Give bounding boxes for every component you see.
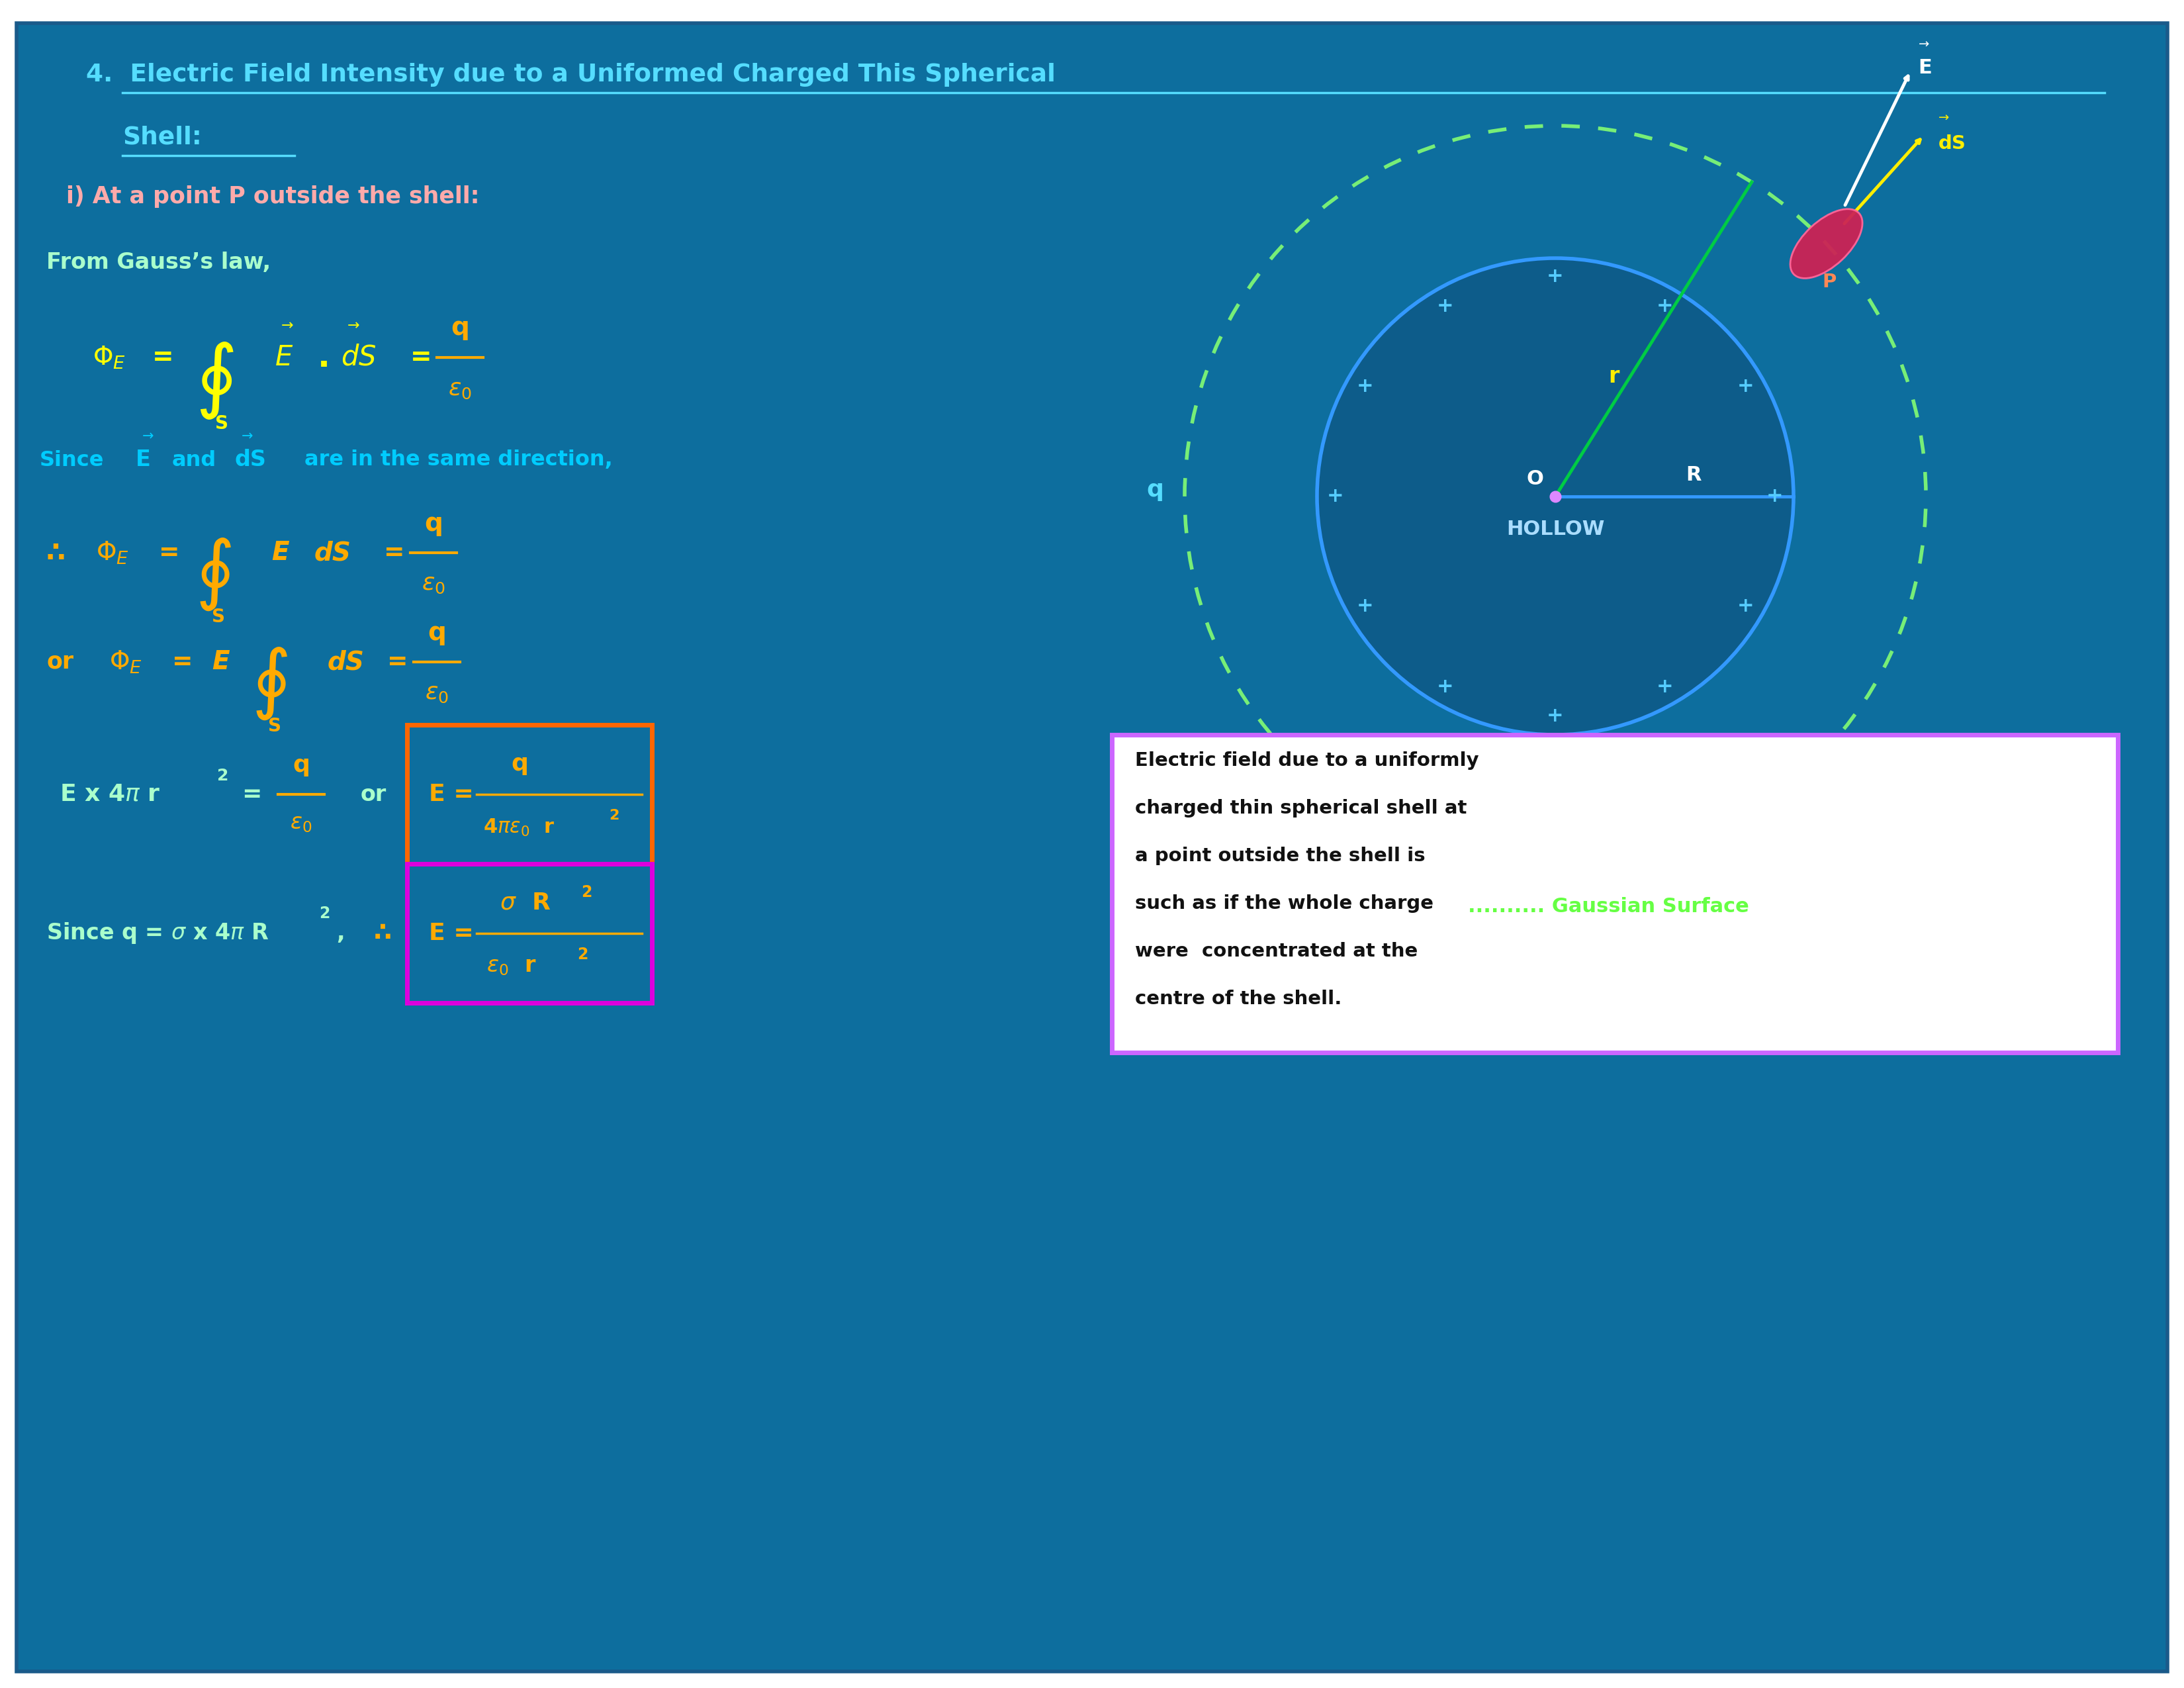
Text: Electric field due to a uniformly: Electric field due to a uniformly [1136, 751, 1479, 770]
Text: ,: , [336, 922, 345, 944]
Text: +: + [1658, 297, 1673, 316]
Text: $\rightarrow$: $\rightarrow$ [238, 429, 253, 442]
Text: q: q [1147, 479, 1164, 501]
Text: $\sigma$  R: $\sigma$ R [500, 891, 550, 913]
Text: 4.  Electric Field Intensity due to a Uniformed Charged This Spherical: 4. Electric Field Intensity due to a Uni… [85, 62, 1055, 86]
Text: $\varepsilon_0$: $\varepsilon_0$ [422, 572, 446, 596]
Text: P: P [1824, 273, 1837, 292]
Text: 2: 2 [577, 947, 587, 962]
Text: q: q [450, 316, 470, 341]
Text: $\rightarrow$: $\rightarrow$ [1935, 111, 1950, 123]
Text: E =: E = [428, 922, 474, 945]
Text: or: or [360, 783, 387, 805]
Text: From Gauss’s law,: From Gauss’s law, [46, 252, 271, 273]
Text: +: + [1437, 297, 1455, 316]
Text: +: + [1356, 376, 1374, 397]
Text: $\rightarrow$: $\rightarrow$ [345, 317, 360, 331]
Text: Shell:: Shell: [122, 127, 201, 150]
Text: 2: 2 [216, 768, 229, 783]
Text: $\oint$: $\oint$ [194, 341, 234, 420]
Text: Since: Since [39, 449, 105, 471]
Text: centre of the shell.: centre of the shell. [1136, 989, 1341, 1008]
Text: $\varepsilon_0$  r: $\varepsilon_0$ r [487, 955, 537, 977]
Text: $dS$: $dS$ [341, 344, 376, 371]
Text: =: = [159, 540, 179, 565]
Text: $\Phi_E$: $\Phi_E$ [92, 344, 127, 370]
Text: +: + [1356, 598, 1374, 616]
Text: 4$\pi\varepsilon_0$  r: 4$\pi\varepsilon_0$ r [483, 817, 555, 837]
FancyBboxPatch shape [406, 724, 651, 864]
Text: $\Phi_E$: $\Phi_E$ [109, 648, 142, 675]
Text: HOLLOW: HOLLOW [1507, 520, 1605, 538]
Text: =: = [387, 650, 408, 674]
Text: +: + [1546, 707, 1564, 726]
Text: =: = [411, 344, 432, 370]
FancyBboxPatch shape [17, 24, 2167, 1671]
Text: charged thin spherical shell at: charged thin spherical shell at [1136, 798, 1468, 817]
Text: E =: E = [428, 783, 474, 805]
Text: r: r [1610, 366, 1621, 388]
Text: +: + [1767, 486, 1784, 506]
Text: Since q = $\sigma$ x 4$\pi$ R: Since q = $\sigma$ x 4$\pi$ R [46, 922, 269, 945]
Text: q: q [424, 511, 443, 537]
Text: +: + [1328, 486, 1343, 506]
FancyBboxPatch shape [406, 864, 651, 1003]
Text: $\Phi_E$: $\Phi_E$ [96, 540, 129, 565]
Text: were  concentrated at the: were concentrated at the [1136, 942, 1417, 960]
Text: .: . [317, 341, 330, 373]
Text: =: = [242, 783, 262, 805]
Text: E: E [212, 650, 229, 675]
Text: a point outside the shell is: a point outside the shell is [1136, 847, 1426, 866]
Text: S: S [212, 608, 225, 626]
Text: are in the same direction,: are in the same direction, [304, 449, 614, 471]
Text: R: R [1686, 466, 1701, 484]
Text: $\varepsilon_0$: $\varepsilon_0$ [290, 812, 312, 834]
Ellipse shape [1791, 209, 1863, 279]
Text: or: or [46, 650, 74, 674]
Text: +: + [1736, 376, 1754, 397]
Text: $E$: $E$ [275, 344, 293, 371]
Text: such as if the whole charge: such as if the whole charge [1136, 895, 1433, 913]
Text: +: + [1658, 677, 1673, 697]
FancyBboxPatch shape [1112, 734, 2118, 1053]
Text: E: E [1918, 57, 1933, 78]
Text: and: and [173, 449, 216, 471]
Text: .......... Gaussian Surface: .......... Gaussian Surface [1468, 898, 1749, 917]
Text: q: q [511, 753, 529, 775]
Text: +: + [1546, 267, 1564, 287]
Text: O: O [1527, 469, 1544, 488]
Text: ∴: ∴ [46, 538, 66, 567]
Text: $\rightarrow$: $\rightarrow$ [140, 429, 153, 442]
Text: S: S [214, 414, 229, 432]
Text: E x 4$\pi$ r: E x 4$\pi$ r [59, 783, 159, 805]
Text: $\varepsilon_0$: $\varepsilon_0$ [426, 682, 448, 704]
Text: $\varepsilon_0$: $\varepsilon_0$ [448, 378, 472, 400]
Text: E: E [271, 540, 288, 565]
Text: 2: 2 [581, 885, 592, 900]
Text: 2: 2 [319, 905, 330, 922]
Text: $\rightarrow$: $\rightarrow$ [277, 317, 295, 331]
Text: $\oint$: $\oint$ [251, 647, 288, 722]
Text: q: q [428, 619, 446, 645]
Text: dS: dS [1939, 133, 1966, 152]
Text: $\rightarrow$: $\rightarrow$ [1915, 37, 1931, 49]
Text: +: + [1437, 677, 1455, 697]
Circle shape [1317, 258, 1793, 734]
Text: S: S [269, 717, 282, 736]
Text: ∴: ∴ [373, 920, 391, 945]
Text: =: = [173, 650, 192, 674]
Text: =: = [153, 344, 175, 370]
Text: dS: dS [328, 650, 365, 675]
Text: E: E [135, 449, 151, 471]
Text: i) At a point P outside the shell:: i) At a point P outside the shell: [66, 186, 480, 208]
Text: =: = [384, 540, 404, 565]
Text: dS: dS [314, 540, 352, 565]
Text: dS: dS [236, 449, 266, 471]
Text: +: + [1736, 598, 1754, 616]
Text: 2: 2 [609, 809, 618, 822]
Text: $\oint$: $\oint$ [194, 537, 232, 613]
Text: q: q [293, 755, 310, 776]
